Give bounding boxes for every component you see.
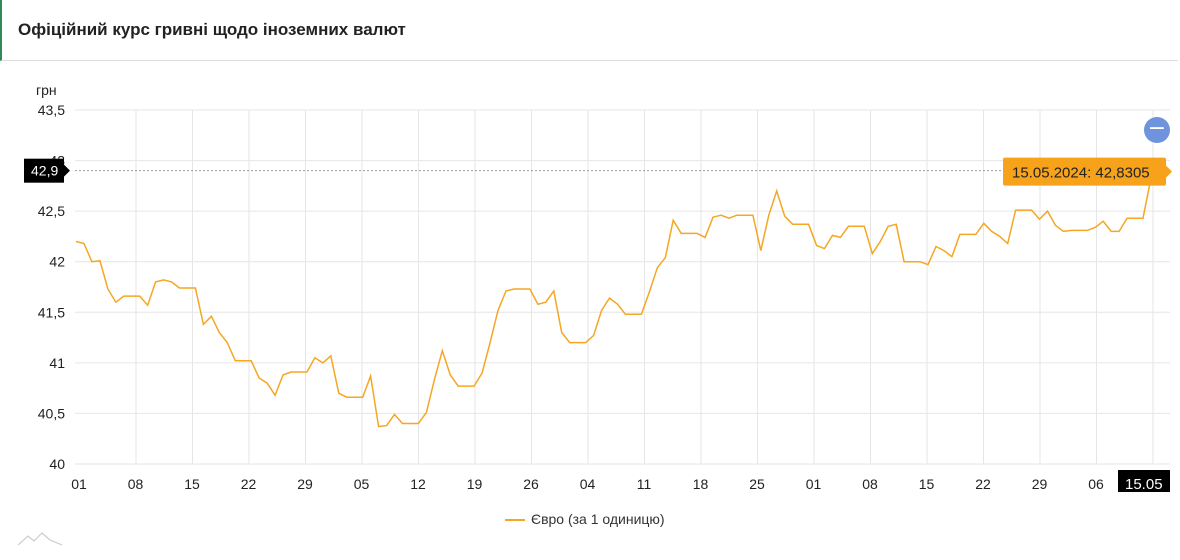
x-tick-label: 26 <box>523 476 539 492</box>
x-crosshair-label: 15.05 <box>1118 470 1170 492</box>
x-tick-label: 25 <box>749 476 765 492</box>
x-tick-label: 11 <box>637 476 652 492</box>
legend-label: Євро (за 1 одиницю) <box>531 511 665 527</box>
x-crosshair-value: 15.05 <box>1125 476 1163 492</box>
y-tick-label: 43,5 <box>38 102 65 118</box>
legend-swatch <box>505 519 525 522</box>
x-tick-label: 01 <box>71 476 87 492</box>
x-tick-label: 08 <box>862 476 878 492</box>
y-axis-unit-label: грн <box>36 82 57 98</box>
mountain-logo-icon <box>18 532 62 546</box>
y-crosshair-label: 42,9 <box>24 158 70 183</box>
x-tick-label: 18 <box>693 476 709 492</box>
tooltip-text: 15.05.2024: 42,8305 <box>1012 165 1150 182</box>
series-line-euro <box>75 177 1152 428</box>
x-tick-label: 15 <box>919 476 935 492</box>
page-header: Офіційний курс гривні щодо іноземних вал… <box>0 0 1178 61</box>
zoom-out-button[interactable]: − <box>1144 117 1170 143</box>
x-tick-label: 19 <box>467 476 483 492</box>
x-axis-ticks: 01 08 15 22 29 05 12 19 26 04 11 18 25 01 08 15 22 29 06 <box>71 476 1104 492</box>
x-tick-label: 22 <box>241 476 257 492</box>
y-tick-label: 42 <box>49 254 65 270</box>
y-crosshair-value: 42,9 <box>31 163 58 179</box>
x-tick-label: 04 <box>580 476 596 492</box>
x-tick-label: 22 <box>975 476 991 492</box>
y-tick-label: 42,5 <box>38 203 65 219</box>
x-tick-label: 05 <box>354 476 370 492</box>
y-tick-label: 41 <box>49 355 65 371</box>
tooltip: 15.05.2024: 42,8305 <box>1003 157 1172 186</box>
x-tick-label: 08 <box>128 476 144 492</box>
y-tick-label: 40,5 <box>38 405 65 421</box>
grid <box>75 109 1170 465</box>
x-tick-label: 01 <box>806 476 822 492</box>
y-tick-label: 40 <box>49 456 65 472</box>
x-tick-label: 29 <box>297 476 313 492</box>
x-tick-label: 12 <box>410 476 426 492</box>
x-tick-label: 15 <box>184 476 200 492</box>
legend[interactable]: Євро (за 1 одиницю) <box>505 511 665 527</box>
x-tick-label: 29 <box>1032 476 1048 492</box>
y-tick-label: 41,5 <box>38 304 65 320</box>
x-tick-label: 06 <box>1088 476 1104 492</box>
page-title: Офіційний курс гривні щодо іноземних вал… <box>18 20 406 39</box>
